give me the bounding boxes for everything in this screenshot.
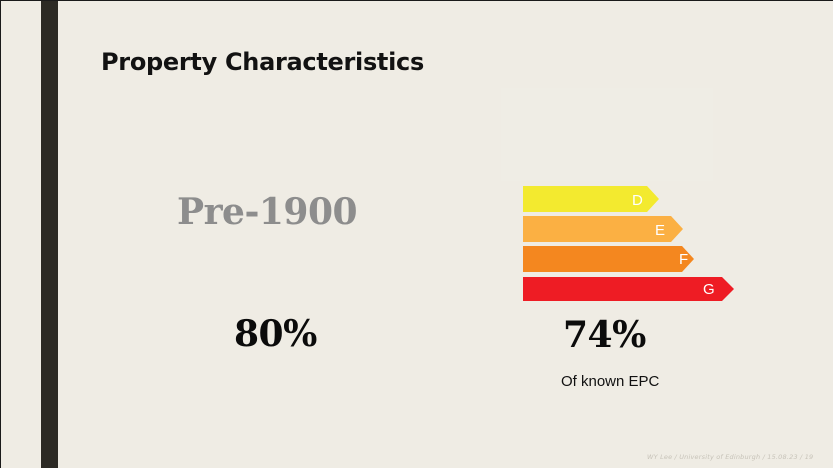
epc-caption: Of known EPC — [561, 373, 660, 390]
slide-title: Property Characteristics — [101, 48, 424, 76]
pre1900-percentage: 80% — [234, 313, 317, 355]
epc-band-d-letter: D — [632, 192, 643, 209]
epc-band-e-letter: E — [655, 222, 665, 239]
image-placeholder — [501, 88, 713, 181]
epc-band-e-arrow — [523, 216, 683, 242]
epc-band-d: D — [523, 186, 659, 212]
property-age-label: Pre-1900 — [177, 191, 358, 233]
epc-band-f: F — [523, 246, 694, 272]
epc-band-e: E — [523, 216, 683, 242]
epc-band-g: G — [523, 277, 734, 301]
epc-band-g-arrow — [523, 277, 734, 301]
epc-band-g-letter: G — [703, 281, 715, 298]
epc-percentage: 74% — [563, 314, 646, 356]
epc-rating-graphic: D E F G — [523, 186, 734, 301]
slide-footer: WY Lee / University of Edinburgh / 15.08… — [647, 453, 814, 461]
slide-accent-bar — [41, 1, 58, 468]
epc-band-f-arrow — [523, 246, 694, 272]
epc-band-d-arrow — [523, 186, 659, 212]
epc-band-f-letter: F — [679, 251, 688, 268]
